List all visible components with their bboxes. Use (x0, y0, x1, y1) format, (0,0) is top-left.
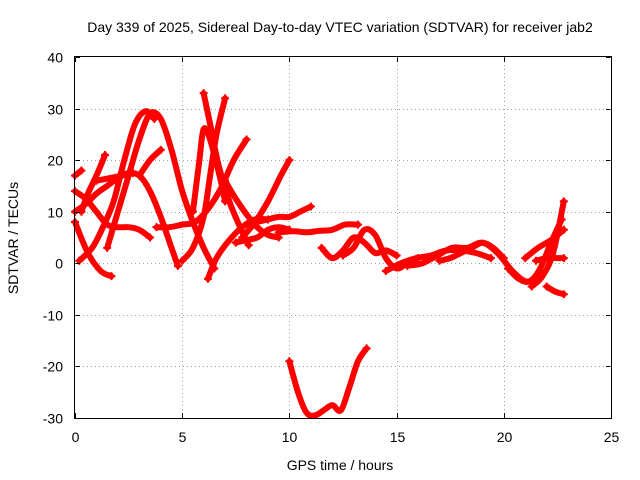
series-point-marker (92, 176, 101, 185)
series-arc-17 (239, 157, 293, 241)
plot-frame (74, 56, 612, 419)
series-point-marker (559, 254, 568, 263)
series-point-marker (238, 233, 247, 242)
x-tick-label: 20 (497, 429, 513, 445)
x-tick-label: 25 (604, 429, 620, 445)
series-arc-15 (222, 177, 282, 241)
series-point-marker (504, 264, 513, 273)
x-axis-title: GPS time / hours (287, 457, 394, 473)
series-arc-30 (543, 283, 567, 298)
y-axis-title: SDTVAR / TECUs (5, 182, 21, 294)
series-point-marker (152, 223, 161, 232)
series-point-marker (77, 166, 86, 175)
series-point-marker (542, 282, 551, 291)
series-point-marker (146, 233, 155, 242)
series-arc-5 (76, 108, 158, 264)
series-arc-18 (254, 203, 314, 225)
y-tick-label: 20 (47, 153, 63, 169)
series-point-marker (178, 256, 187, 265)
y-tick-label: 30 (47, 102, 63, 118)
series-point-marker (173, 261, 182, 270)
series-point-marker (317, 243, 326, 252)
y-tick-label: -10 (43, 308, 63, 324)
series-arc-16 (232, 224, 293, 246)
series-point-marker (339, 251, 347, 260)
series-point-marker (242, 135, 251, 144)
series-point-marker (221, 94, 230, 103)
series-arc-28 (522, 226, 567, 262)
series-point-marker (285, 156, 294, 165)
series-point-marker (527, 282, 536, 291)
series-point-marker (486, 254, 495, 263)
series-point-marker (77, 207, 86, 216)
series-point-marker (285, 357, 294, 366)
y-tick-label: 0 (55, 256, 63, 272)
x-tick-label: 0 (72, 429, 80, 445)
axis-ticks: 0 5 10 15 20 25 -30 -20 -10 0 10 20 30 40 (43, 50, 620, 446)
series-point-marker (403, 261, 412, 270)
x-tick-label: 10 (282, 429, 298, 445)
series-point-marker (499, 254, 508, 263)
series-arc-20 (286, 345, 370, 419)
series-point-marker (231, 238, 240, 247)
series-arc-2 (72, 219, 115, 280)
series-point-marker (362, 344, 371, 353)
series-arc-19 (275, 221, 361, 236)
series-point-marker (435, 256, 444, 265)
series-arc-8 (104, 109, 218, 272)
series-point-marker (559, 225, 568, 234)
y-tick-label: 10 (47, 205, 63, 221)
series-group (71, 89, 568, 419)
series-arc-29 (533, 254, 567, 264)
series-point-marker (354, 220, 363, 229)
chart-title: Day 339 of 2025, Sidereal Day-to-day VTE… (87, 19, 593, 35)
series-point-marker (559, 290, 568, 299)
y-tick-label: 40 (47, 50, 63, 66)
series-point-marker (381, 267, 390, 276)
series-point-marker (156, 145, 165, 154)
x-tick-label: 15 (390, 429, 406, 445)
x-tick-label: 5 (179, 429, 187, 445)
series-point-marker (203, 274, 212, 283)
y-tick-label: -30 (43, 411, 63, 427)
series-arc-6 (78, 152, 108, 215)
series-point-marker (188, 207, 197, 216)
series-point-marker (253, 218, 262, 227)
series-point-marker (199, 89, 208, 98)
series-point-marker (274, 228, 283, 237)
y-tick-label: -20 (43, 359, 63, 375)
series-arc-11 (179, 95, 229, 264)
series-point-marker (150, 114, 159, 123)
series-point-marker (135, 171, 144, 180)
series-point-marker (221, 176, 230, 185)
series-arc-27 (528, 198, 567, 290)
series-point-marker (101, 150, 110, 159)
series-point-marker (521, 254, 530, 263)
series-point-marker (306, 202, 315, 211)
gridlines (75, 57, 611, 418)
series-arc-9 (136, 146, 164, 179)
series-point-marker (103, 243, 112, 252)
series-point-marker (559, 197, 568, 206)
series-arc-25 (436, 239, 507, 264)
series-point-marker (107, 272, 116, 281)
series-point-marker (392, 251, 401, 260)
series-point-marker (531, 256, 540, 265)
